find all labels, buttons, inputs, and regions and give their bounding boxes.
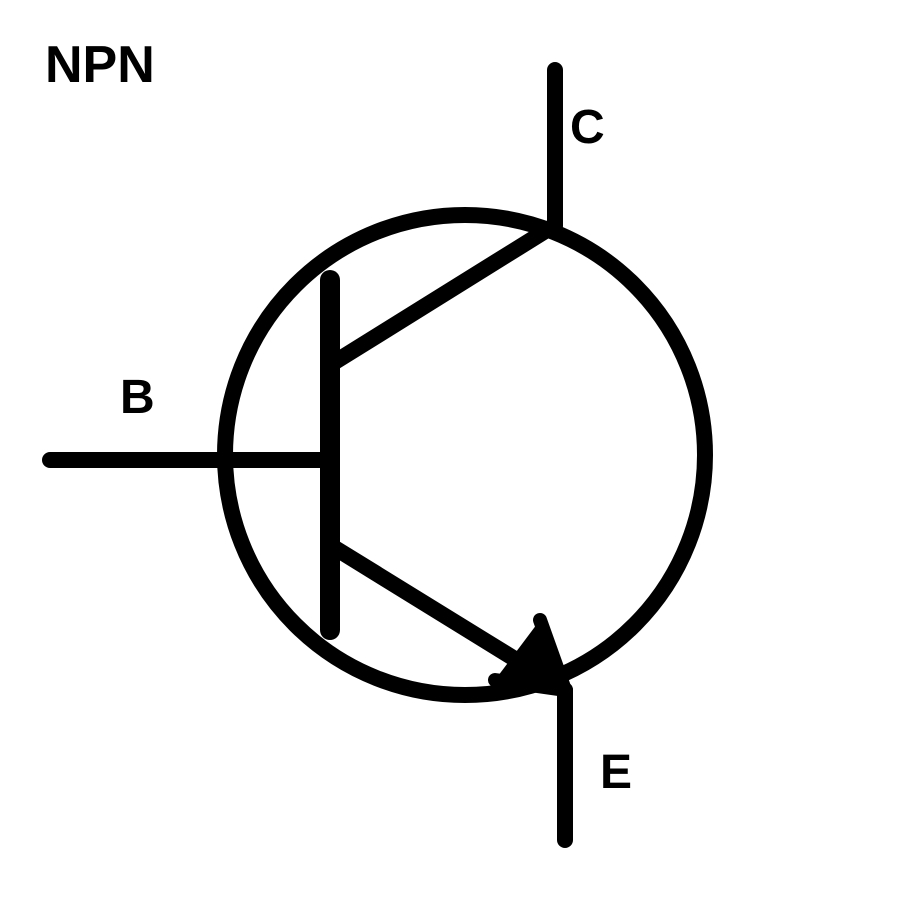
transistor-body	[50, 70, 705, 840]
npn-transistor-symbol	[0, 0, 900, 900]
transistor-type-label: NPN	[45, 35, 155, 95]
emitter-label: E	[600, 745, 632, 800]
base-label: B	[120, 370, 155, 425]
collector-label: C	[570, 100, 605, 155]
